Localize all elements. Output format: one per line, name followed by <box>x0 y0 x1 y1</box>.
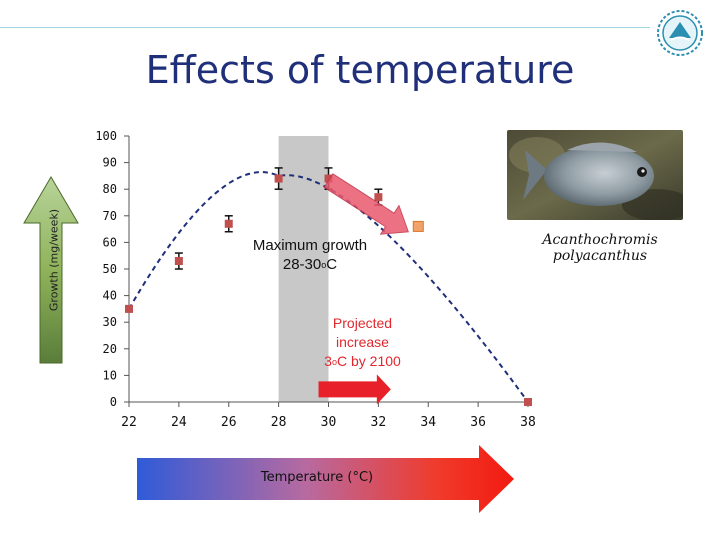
y-tick-label: 20 <box>103 342 117 356</box>
y-tick-label: 30 <box>103 315 117 329</box>
x-tick-label: 30 <box>321 415 337 430</box>
x-tick-label: 36 <box>470 415 486 430</box>
data-point <box>274 174 283 183</box>
data-point <box>125 304 133 313</box>
data-point <box>374 193 383 202</box>
projected-line-1: Projected <box>332 315 393 331</box>
max-growth-line-2: 28-30oC <box>225 255 395 274</box>
logo-icon <box>657 10 703 56</box>
projected-degree-sup: o <box>331 357 337 367</box>
projected-amount: 3 <box>324 353 332 369</box>
species-name: Acanthochromis polyacanthus <box>520 232 680 264</box>
top-rule <box>0 27 650 28</box>
y-tick-label: 40 <box>103 289 117 303</box>
projected-year: C by 2100 <box>336 353 401 369</box>
slide-title: Effects of temperature <box>145 48 575 92</box>
x-tick-label: 34 <box>420 415 436 430</box>
max-growth-annotation: Maximum growth 28-30oC <box>225 236 395 274</box>
max-growth-range: 28-30 <box>282 256 322 273</box>
y-tick-label: 70 <box>103 209 117 223</box>
projection-arrow <box>323 173 409 235</box>
y-tick-label: 90 <box>103 156 117 170</box>
x-tick-label: 28 <box>271 415 287 430</box>
degree-sup: o <box>321 260 327 270</box>
y-tick-label: 10 <box>103 368 117 382</box>
x-tick-label: 22 <box>121 415 137 430</box>
species-line-1: Acanthochromis <box>542 232 658 248</box>
projection-arrow-shape <box>323 173 409 235</box>
y-tick-label: 80 <box>103 182 117 196</box>
optimal-temperature-band <box>278 136 329 402</box>
data-point <box>524 398 532 406</box>
projected-increase-annotation: Projected increase 3oC by 2100 <box>300 314 425 371</box>
y-tick-label: 60 <box>103 235 117 249</box>
max-growth-unit: C <box>326 256 338 273</box>
y-tick-label: 100 <box>95 129 117 143</box>
data-point <box>224 219 233 228</box>
x-tick-label: 32 <box>371 415 387 430</box>
projected-point <box>412 220 424 232</box>
projected-line-3: 3oC by 2100 <box>300 352 425 371</box>
fitted-curve <box>128 171 529 403</box>
x-tick-label: 38 <box>520 415 536 430</box>
increase-arrow <box>318 374 391 405</box>
x-axis-arrow-icon <box>137 445 514 513</box>
x-tick-label: 24 <box>171 415 187 430</box>
species-line-2: polyacanthus <box>552 248 648 264</box>
fish-photo <box>507 130 683 220</box>
y-tick-label: 0 <box>110 395 117 409</box>
y-axis-arrow-icon <box>23 176 79 364</box>
data-point <box>174 257 183 266</box>
x-tick-label: 26 <box>221 415 237 430</box>
y-tick-label: 50 <box>103 262 117 276</box>
data-point <box>324 174 333 183</box>
max-growth-line-1: Maximum growth <box>252 237 368 254</box>
projected-line-2: increase <box>336 334 389 350</box>
x-axis-label: Temperature (°C) <box>260 470 374 485</box>
